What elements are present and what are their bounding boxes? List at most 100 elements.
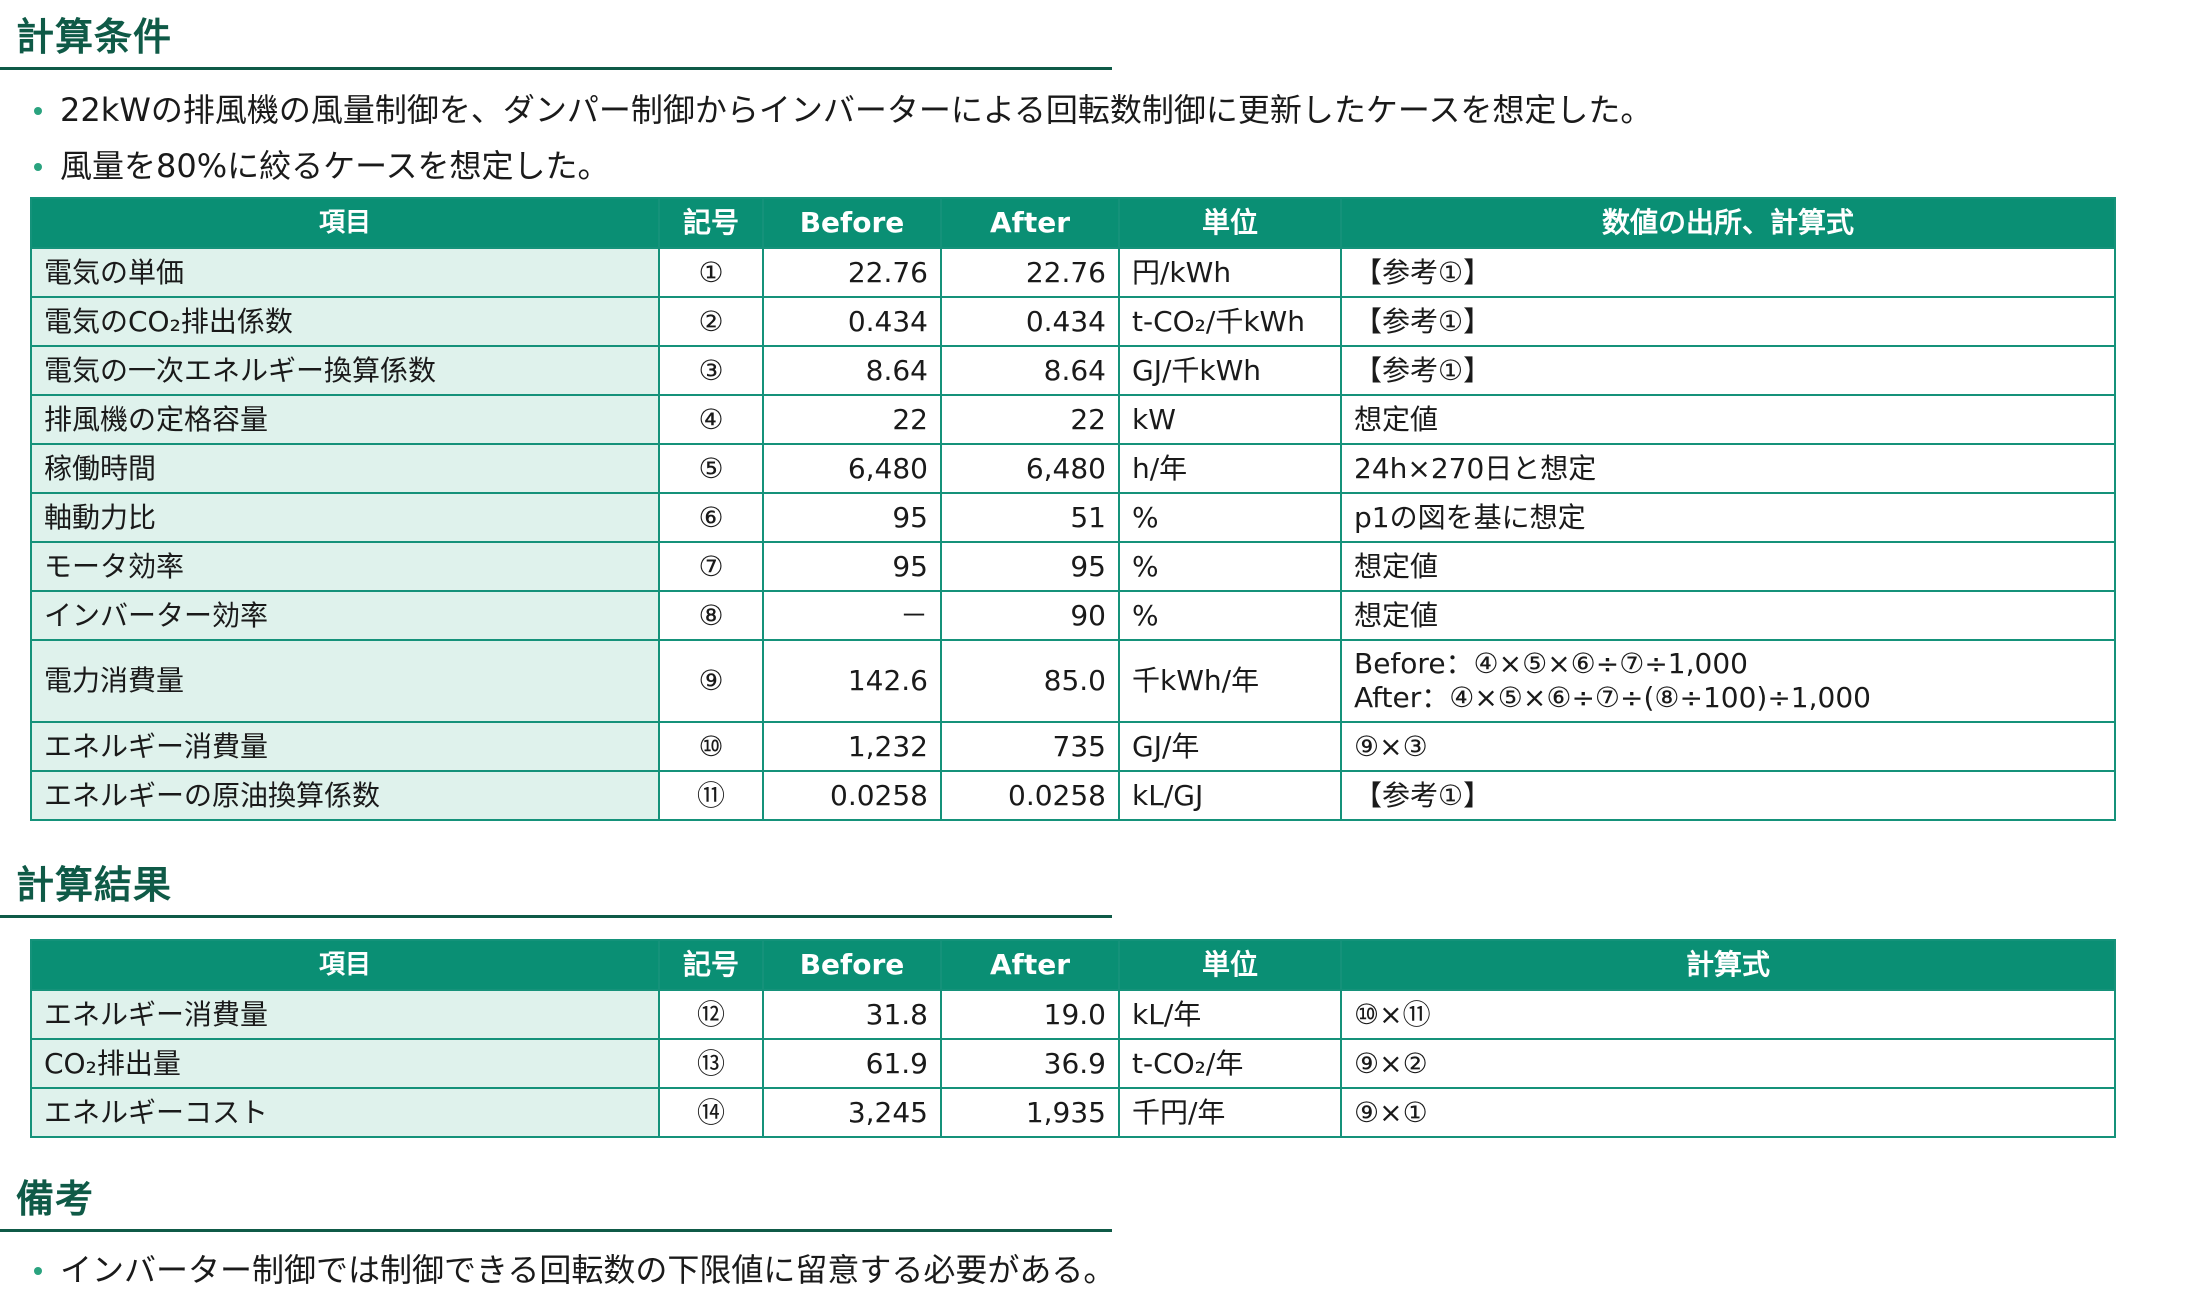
row-item: モータ効率 [30, 541, 660, 592]
row-unit: 円/kWh [1118, 247, 1342, 298]
row-after: 36.9 [940, 1038, 1120, 1089]
row-source: 【参考①】 [1340, 296, 2116, 347]
row-after: 735 [940, 721, 1120, 772]
row-before: 95 [762, 492, 942, 543]
row-item: インバーター効率 [30, 590, 660, 641]
header-after: After [940, 197, 1120, 249]
row-before: 0.0258 [762, 770, 942, 821]
row-unit: 千円/年 [1118, 1087, 1342, 1138]
row-source: 【参考①】 [1340, 770, 2116, 821]
header-unit: 単位 [1118, 197, 1342, 249]
row-unit: GJ/千kWh [1118, 345, 1342, 396]
row-before: 6,480 [762, 443, 942, 494]
table-row: エネルギー消費量 ⑫ 31.8 19.0 kL/年 ⑩×⑪ [30, 989, 2116, 1040]
header-after: After [940, 939, 1120, 991]
row-item: 稼働時間 [30, 443, 660, 494]
table-row: 電気の一次エネルギー換算係数 ③ 8.64 8.64 GJ/千kWh 【参考①】 [30, 345, 2116, 396]
row-source: 想定値 [1340, 590, 2116, 641]
row-symbol: ⑪ [658, 770, 764, 821]
row-after: 1,935 [940, 1087, 1120, 1138]
row-symbol: ① [658, 247, 764, 298]
row-unit: % [1118, 541, 1342, 592]
row-unit: h/年 [1118, 443, 1342, 494]
row-item: 電力消費量 [30, 639, 660, 723]
table-row: モータ効率 ⑦ 95 95 % 想定値 [30, 541, 2116, 592]
remarks-title: 備考 [16, 1177, 95, 1221]
formula-before: Before：④×⑤×⑥÷⑦÷1,000 [1354, 647, 1748, 680]
row-symbol: ⑤ [658, 443, 764, 494]
header-unit: 単位 [1118, 939, 1342, 991]
row-before: 142.6 [762, 639, 942, 723]
row-item: 電気のCO₂排出係数 [30, 296, 660, 347]
conditions-title-rule [0, 67, 1112, 70]
row-after: 22 [940, 394, 1120, 445]
row-symbol: ③ [658, 345, 764, 396]
row-item: 電気の単価 [30, 247, 660, 298]
row-after: 85.0 [940, 639, 1120, 723]
formula-after: After：④×⑤×⑥÷⑦÷(⑧÷100)÷1,000 [1354, 681, 1871, 714]
table-row: インバーター効率 ⑧ － 90 % 想定値 [30, 590, 2116, 641]
row-before: 3,245 [762, 1087, 942, 1138]
row-before: 61.9 [762, 1038, 942, 1089]
table-row: エネルギー消費量 ⑩ 1,232 735 GJ/年 ⑨×③ [30, 721, 2116, 772]
row-symbol: ⑭ [658, 1087, 764, 1138]
row-item: エネルギー消費量 [30, 721, 660, 772]
row-after: 0.434 [940, 296, 1120, 347]
remarks-bullet-list: インバーター制御では制御できる回転数の下限値に留意する必要がある。 [30, 1242, 1115, 1298]
row-after: 19.0 [940, 989, 1120, 1040]
row-after: 95 [940, 541, 1120, 592]
table-row: 電気のCO₂排出係数 ② 0.434 0.434 t-CO₂/千kWh 【参考①… [30, 296, 2116, 347]
conditions-bullet: 22kWの排風機の風量制御を、ダンパー制御からインバーターによる回転数制御に更新… [30, 82, 1652, 138]
row-formula: ⑨×① [1340, 1087, 2116, 1138]
table-row: 稼働時間 ⑤ 6,480 6,480 h/年 24h×270日と想定 [30, 443, 2116, 494]
row-unit: 千kWh/年 [1118, 639, 1342, 723]
header-before: Before [762, 197, 942, 249]
row-symbol: ④ [658, 394, 764, 445]
row-unit: kL/GJ [1118, 770, 1342, 821]
table-row: 軸動力比 ⑥ 95 51 % p1の図を基に想定 [30, 492, 2116, 543]
row-item: 排風機の定格容量 [30, 394, 660, 445]
row-before: 22 [762, 394, 942, 445]
conditions-title: 計算条件 [16, 15, 173, 59]
row-source: 24h×270日と想定 [1340, 443, 2116, 494]
row-item: エネルギーコスト [30, 1087, 660, 1138]
header-symbol: 記号 [658, 197, 764, 249]
row-after: 6,480 [940, 443, 1120, 494]
row-item: エネルギー消費量 [30, 989, 660, 1040]
row-symbol: ⑬ [658, 1038, 764, 1089]
row-before: 22.76 [762, 247, 942, 298]
row-source: 想定値 [1340, 394, 2116, 445]
row-source: 想定値 [1340, 541, 2116, 592]
row-source: Before：④×⑤×⑥÷⑦÷1,000 After：④×⑤×⑥÷⑦÷(⑧÷10… [1340, 639, 2116, 723]
row-before: 0.434 [762, 296, 942, 347]
row-item: エネルギーの原油換算係数 [30, 770, 660, 821]
row-after: 0.0258 [940, 770, 1120, 821]
header-formula: 計算式 [1340, 939, 2116, 991]
row-before: 95 [762, 541, 942, 592]
row-unit: t-CO₂/年 [1118, 1038, 1342, 1089]
conditions-header-row: 項目 記号 Before After 単位 数値の出所、計算式 [30, 197, 2116, 249]
row-unit: GJ/年 [1118, 721, 1342, 772]
table-row: 排風機の定格容量 ④ 22 22 kW 想定値 [30, 394, 2116, 445]
row-after: 90 [940, 590, 1120, 641]
results-header-row: 項目 記号 Before After 単位 計算式 [30, 939, 2116, 991]
row-symbol: ⑥ [658, 492, 764, 543]
row-after: 22.76 [940, 247, 1120, 298]
header-item: 項目 [30, 939, 660, 991]
row-after: 8.64 [940, 345, 1120, 396]
row-formula: ⑨×② [1340, 1038, 2116, 1089]
row-before: 1,232 [762, 721, 942, 772]
conditions-table: 項目 記号 Before After 単位 数値の出所、計算式 電気の単価 ① … [30, 197, 2116, 821]
header-item: 項目 [30, 197, 660, 249]
row-unit: kW [1118, 394, 1342, 445]
row-symbol: ⑫ [658, 989, 764, 1040]
row-unit: kL/年 [1118, 989, 1342, 1040]
row-before: 8.64 [762, 345, 942, 396]
row-item: 軸動力比 [30, 492, 660, 543]
conditions-bullet-list: 22kWの排風機の風量制御を、ダンパー制御からインバーターによる回転数制御に更新… [30, 82, 1652, 194]
conditions-bullet: 風量を80%に絞るケースを想定した。 [30, 138, 1652, 194]
table-row: 電気の単価 ① 22.76 22.76 円/kWh 【参考①】 [30, 247, 2116, 298]
row-symbol: ⑩ [658, 721, 764, 772]
table-row: 電力消費量 ⑨ 142.6 85.0 千kWh/年 Before：④×⑤×⑥÷⑦… [30, 639, 2116, 723]
header-before: Before [762, 939, 942, 991]
